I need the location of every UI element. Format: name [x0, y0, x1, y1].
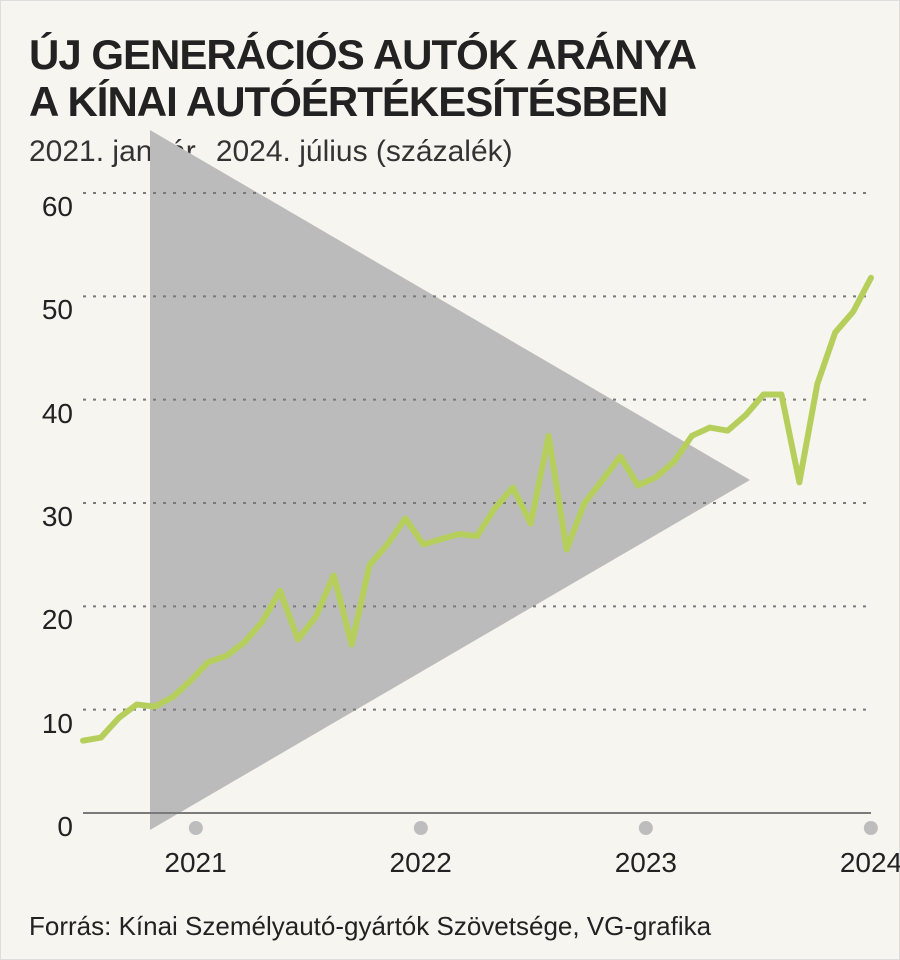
- chart-body: 6050403020100 2021202220232024: [29, 193, 871, 903]
- x-tick-dot-icon: [414, 821, 428, 835]
- x-tick-dot-icon: [864, 821, 878, 835]
- x-axis: 2021202220232024: [83, 813, 871, 903]
- data-line: [83, 278, 871, 741]
- x-axis-label: 2024: [840, 847, 900, 879]
- chart-subtitle: 2021. január 2024. július (százalék): [29, 135, 871, 169]
- x-tick-dot-icon: [189, 821, 203, 835]
- x-axis-tick: 2022: [390, 813, 452, 879]
- x-axis-tick: 2023: [615, 813, 677, 879]
- x-axis-tick: 2021: [164, 813, 226, 879]
- x-axis-label: 2023: [615, 847, 677, 879]
- x-tick-dot-icon: [639, 821, 653, 835]
- plot-area: [83, 193, 871, 813]
- x-axis-label: 2022: [390, 847, 452, 879]
- x-axis-label: 2021: [164, 847, 226, 879]
- chart-area: 6050403020100: [29, 193, 871, 813]
- x-axis-tick: 2024: [840, 813, 900, 879]
- line-chart-svg: [83, 193, 871, 813]
- chart-container: ÚJ GENERÁCIÓS AUTÓK ARÁNYA A KÍNAI AUTÓÉ…: [0, 0, 900, 960]
- x-axis-row: 2021202220232024: [29, 813, 871, 903]
